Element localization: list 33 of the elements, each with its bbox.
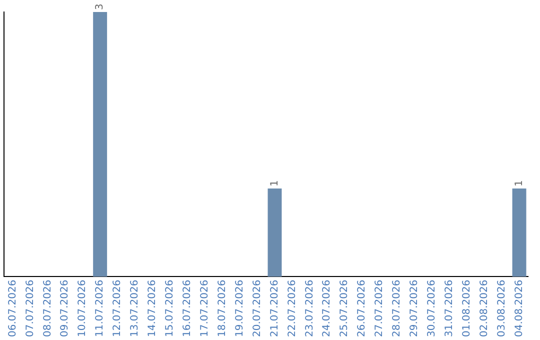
x-tick-label: 09.07.2026 — [60, 280, 71, 338]
x-tick-label: 22.07.2026 — [286, 280, 298, 338]
x-tick-label: 23.07.2026 — [304, 280, 316, 338]
x-tick-label: 01.08.2026 — [461, 280, 472, 338]
x-tick-label: 02.08.2026 — [478, 280, 490, 338]
data-label: 1 — [269, 180, 280, 186]
x-tick-label: 12.07.2026 — [112, 280, 124, 338]
x-tick-label: 06.07.2026 — [7, 280, 18, 338]
x-tick-label: 11.07.2026 — [94, 280, 106, 338]
x-tick-label: 14.07.2026 — [147, 280, 158, 338]
x-tick-label: 29.07.2026 — [409, 280, 420, 338]
x-tick-label: 19.07.2026 — [234, 280, 246, 338]
x-tick-label: 18.07.2026 — [216, 280, 228, 338]
x-tick-label: 16.07.2026 — [182, 280, 193, 338]
x-tick-label: 25.07.2026 — [339, 280, 350, 338]
data-label: 3 — [94, 4, 106, 10]
x-tick-label: 08.07.2026 — [42, 280, 54, 338]
x-tick-label: 24.07.2026 — [322, 280, 333, 338]
x-tick-label: 17.07.2026 — [199, 280, 210, 338]
x-tick-label: 28.07.2026 — [392, 280, 403, 338]
x-tick-label: 31.07.2026 — [444, 280, 455, 338]
x-tick-label: 15.07.2026 — [164, 280, 176, 338]
x-tick-label: 27.07.2026 — [374, 280, 386, 338]
x-tick-label: 30.07.2026 — [426, 280, 438, 338]
x-tick-label: 10.07.2026 — [77, 280, 88, 338]
x-tick-label: 07.07.2026 — [24, 280, 36, 338]
data-label: 1 — [514, 180, 525, 186]
x-tick-label: 26.07.2026 — [356, 280, 368, 338]
x-tick-label: 21.07.2026 — [269, 280, 280, 338]
x-tick-label: 03.08.2026 — [496, 280, 508, 338]
x-tick-label: 04.08.2026 — [514, 280, 525, 338]
x-tick-label: 20.07.2026 — [252, 280, 263, 338]
x-tick-label: 13.07.2026 — [130, 280, 141, 338]
